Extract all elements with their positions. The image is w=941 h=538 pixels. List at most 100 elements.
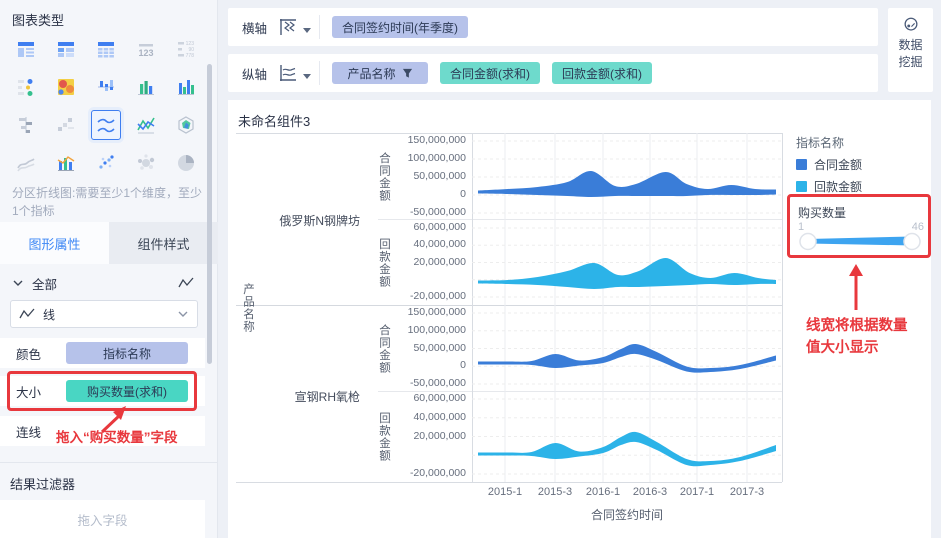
shelf-field-pill-合同签约时间(年季度)[interactable]: 合同签约时间(年季度) [332,16,469,38]
area-gray-chart-icon[interactable] [11,148,41,178]
heatmap-chart-icon[interactable] [51,72,81,102]
prop-row-大小: 大小 购买数量(求和) [0,376,205,406]
axis-type-caret[interactable] [303,73,312,79]
shelf-field-pill-产品名称[interactable]: 产品名称 [332,62,429,84]
grouped-table-chart-icon[interactable] [11,34,41,64]
x-axis-line [236,482,782,483]
y-tick: 50,000,000 [413,170,466,182]
product-label: 俄罗斯N钢牌坊 [279,214,360,228]
y-tick: 0 [460,188,466,200]
line-shape-icon [19,308,35,319]
y-tick: -50,000,000 [409,206,466,218]
detail-table-chart-icon[interactable] [91,34,121,64]
size-legend-max: 46 [911,221,924,233]
chart-type-title: 图表类型 [12,13,65,28]
plot-top-border [236,133,782,134]
slider-bar[interactable] [808,236,912,246]
x-tick-label: 2017-3 [729,486,765,498]
stream-宣钢RH氧枪-合同金额 [472,312,782,385]
partition-line-chart-icon[interactable] [91,110,121,140]
annotation-arrow [100,406,126,434]
pie-chart-icon[interactable] [171,148,201,178]
y-tick: -50,000,000 [409,377,466,389]
text-kpi-chart-icon[interactable]: 123 90 778 [171,34,201,64]
measure-axis-title: 回款金额 [378,411,390,462]
data-mining-icon [904,17,917,31]
divider [319,61,321,85]
range-area-chart-icon[interactable] [131,110,161,140]
chart-type-description: 分区折线图:需要至少1个维度，至少 1个指标 [12,186,203,218]
y-tick: 20,000,000 [413,255,466,268]
x-tick-label: 2015-1 [487,486,523,498]
product-label: 宣钢RH氧枪 [294,390,360,404]
field-pill-指标名称[interactable]: 指标名称 [66,342,188,364]
result-filter-dropzone[interactable]: 拖入字段 [0,500,205,538]
slider-handle-max[interactable] [903,232,921,251]
waterfall-chart-icon[interactable] [51,110,81,140]
annotation-arrow [849,264,863,310]
horizontal-axis-icon[interactable] [277,16,299,38]
subplot-divider [378,219,782,220]
plot-left-border [472,133,473,482]
prop-row-颜色: 颜色 指标名称 [0,338,205,368]
y-tick: 40,000,000 [413,410,466,423]
shelf-field-pill-回款金额(求和)[interactable]: 回款金额(求和) [552,62,653,84]
slider-handle-min[interactable] [799,232,817,251]
legend-item-回款金额[interactable]: 回款金额 [796,178,862,195]
prop-label: 颜色 [16,347,42,362]
axis-type-caret[interactable] [303,27,312,33]
grouped-bar-chart-icon[interactable] [131,72,161,102]
horizontal-bar-chart-icon[interactable] [11,110,41,140]
size-legend-slider[interactable] [788,230,932,254]
multi-series-bar-chart-icon[interactable] [171,72,201,102]
bubble-chart-icon[interactable] [131,148,161,178]
tab-graphic-properties[interactable]: 图形属性 [0,222,109,264]
stream-俄罗斯N钢牌坊-合同金额 [472,140,782,214]
combo-chart-chart-icon[interactable] [51,148,81,178]
tab-component-style[interactable]: 组件样式 [109,222,218,264]
y-tick: 150,000,000 [407,134,466,146]
measure-axis-title: 合同金额 [378,323,390,374]
sidebar-scrollbar[interactable] [207,64,212,364]
prop-label: 大小 [16,385,42,400]
chart-widget: 未命名组件3 产品名称 俄罗斯N钢牌坊 宣钢RH氧枪 合同金额 回款金额 合同金额回… [228,100,931,538]
x-tick-label: 2016-3 [632,486,668,498]
y-tick: 100,000,000 [407,323,466,336]
stream-俄罗斯N钢牌坊-回款金额 [472,227,782,298]
shelf-field-pill-合同金额(求和)[interactable]: 合同金额(求和) [440,62,541,84]
y-tick: 50,000,000 [413,341,466,354]
svg-text:90: 90 [188,47,194,53]
y-axis-title: 产品名称 [242,283,254,333]
vertical-axis-label: 纵轴 [242,67,268,82]
group-toggle-all[interactable]: 全部 [0,270,206,296]
shape-select-line[interactable]: 线 [10,300,198,328]
scatter-chart-icon[interactable] [91,148,121,178]
result-filter-title: 结果过滤器 [10,477,76,492]
y-tick: -20,000,000 [409,467,466,479]
filter-icon [402,68,412,78]
legend-swatch [796,181,807,192]
stacked-bar-chart-icon[interactable] [91,72,121,102]
cross-table-chart-icon[interactable] [51,34,81,64]
y-tick: 40,000,000 [413,238,466,251]
x-tick-label: 2015-3 [537,486,573,498]
measure-axis-title: 回款金额 [378,237,390,288]
dot-table-chart-icon[interactable] [11,72,41,102]
kpi-card-chart-icon[interactable]: 123 [131,34,161,64]
product-divider [236,305,782,306]
svg-text:123: 123 [186,41,195,47]
data-mining-button[interactable]: 数据 挖掘 [888,8,933,92]
annotation-size-field: 拖入“购买数量”字段 [56,430,178,445]
legend-item-合同金额[interactable]: 合同金额 [796,156,862,173]
widget-title: 未命名组件3 [238,114,311,129]
svg-text:778: 778 [186,53,195,59]
chevron-down-icon [178,311,188,317]
y-tick: 150,000,000 [407,306,466,318]
vertical-axis-shelf: 纵轴 产品名称 合同金额(求和) 回款金额(求和) [228,54,878,92]
radar-chart-icon[interactable] [171,110,201,140]
vertical-axis-icon[interactable] [277,62,299,84]
svg-text:123: 123 [138,48,153,58]
x-axis-title: 合同签约时间 [590,508,663,522]
field-pill-购买数量(求和)[interactable]: 购买数量(求和) [66,380,188,402]
x-tick-label: 2016-1 [585,486,621,498]
